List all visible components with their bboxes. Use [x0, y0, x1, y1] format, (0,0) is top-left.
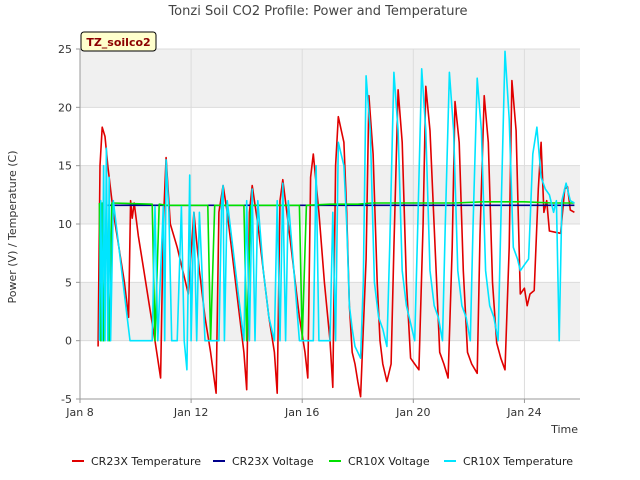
- y-axis-label: Power (V) / Temperature (C): [6, 150, 19, 303]
- y-tick-label: -5: [61, 393, 72, 406]
- station-label-text: TZ_soilco2: [86, 36, 150, 49]
- legend-label: CR23X Temperature: [91, 455, 201, 468]
- legend-label: CR10X Temperature: [463, 455, 573, 468]
- axes: -5 0 5 10 15 20 25 Jan 8 Jan 12 Jan 16 Jan 20 Jan 2…: [58, 43, 580, 419]
- x-tick-label: Jan 16: [284, 406, 319, 419]
- y-tick-label: 15: [58, 160, 72, 173]
- x-axis-label: Time: [550, 423, 578, 436]
- station-label: TZ_soilco2: [80, 31, 157, 52]
- y-tick-label: 5: [65, 276, 72, 289]
- x-tick-label: Jan 8: [65, 406, 93, 419]
- y-tick-label: 10: [58, 218, 72, 231]
- series-layer: [97, 50, 575, 398]
- y-tick-label: 0: [65, 335, 72, 348]
- legend-label: CR23X Voltage: [232, 455, 314, 468]
- chart-title: Tonzi Soil CO2 Profile: Power and Temper…: [167, 4, 467, 19]
- x-tick-label: Jan 20: [395, 406, 430, 419]
- legend: CR23X Temperature CR23X Voltage CR10X Volt…: [72, 455, 573, 468]
- legend-label: CR10X Voltage: [348, 455, 430, 468]
- plot-band: [80, 49, 580, 108]
- x-tick-label: Jan 24: [506, 406, 541, 419]
- series-line-cr10x-temperature: [98, 50, 575, 371]
- y-tick-label: 20: [58, 101, 72, 114]
- x-tick-label: Jan 12: [173, 406, 208, 419]
- y-tick-label: 25: [58, 43, 72, 56]
